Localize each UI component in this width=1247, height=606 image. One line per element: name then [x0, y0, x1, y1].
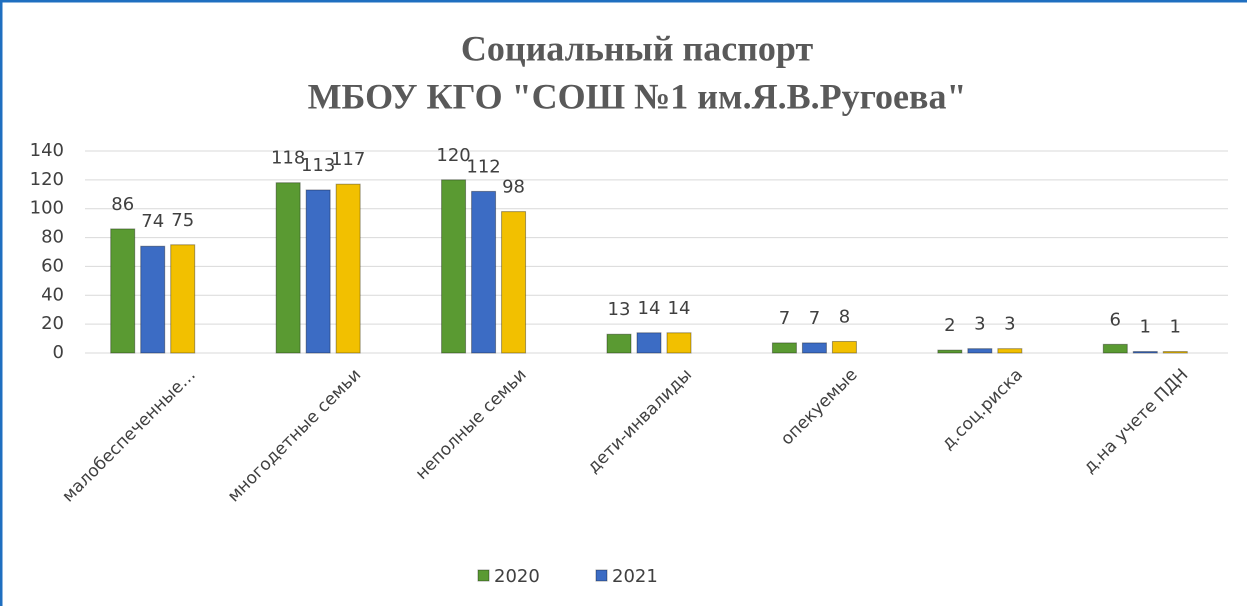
value-label: 113	[301, 155, 335, 176]
bar	[666, 332, 692, 354]
value-label: 3	[974, 314, 985, 335]
bar	[335, 183, 361, 354]
y-tick-label: 60	[41, 255, 64, 276]
bar	[606, 333, 632, 354]
value-label: 14	[638, 298, 661, 319]
bar	[1162, 351, 1188, 354]
value-label: 13	[608, 299, 631, 320]
bar	[997, 348, 1023, 354]
bar	[471, 190, 497, 354]
bar	[801, 342, 827, 354]
y-tick-label: 20	[41, 313, 64, 334]
value-label: 7	[779, 308, 790, 329]
value-label: 7	[809, 308, 820, 329]
bar	[771, 342, 797, 354]
bar	[501, 211, 527, 354]
chart-title: МБОУ КГО "СОШ №1 им.Я.В.Ругоева"	[308, 76, 967, 116]
y-tick-label: 40	[41, 284, 64, 305]
value-label: 3	[1004, 314, 1015, 335]
bar	[305, 189, 331, 354]
value-label: 1	[1140, 317, 1151, 338]
y-tick-label: 0	[53, 342, 64, 363]
y-tick-label: 80	[41, 227, 64, 248]
bar	[937, 349, 963, 354]
value-label: 117	[331, 149, 365, 170]
bar	[1132, 351, 1158, 354]
value-label: 6	[1110, 309, 1121, 330]
value-label: 86	[111, 194, 134, 215]
legend-swatch	[595, 569, 608, 582]
bar	[170, 244, 196, 354]
bar	[441, 179, 467, 354]
bar	[110, 228, 136, 354]
value-label: 120	[436, 145, 470, 166]
y-tick-label: 100	[30, 198, 64, 219]
value-label: 98	[502, 177, 525, 198]
value-label: 1	[1170, 317, 1181, 338]
y-tick-label: 140	[30, 140, 64, 161]
value-label: 8	[839, 306, 850, 327]
chart-title: Социальный паспорт	[461, 28, 814, 68]
value-label: 118	[271, 148, 305, 169]
bar	[140, 245, 166, 354]
value-label: 75	[171, 210, 194, 231]
bar	[831, 340, 857, 354]
value-label: 14	[668, 298, 691, 319]
value-label: 74	[141, 211, 164, 232]
bar	[967, 348, 993, 354]
y-tick-label: 120	[30, 169, 64, 190]
legend-swatch	[477, 569, 490, 582]
bar	[275, 182, 301, 354]
legend-label: 2021	[612, 566, 658, 587]
value-label: 2	[944, 315, 955, 336]
bar	[1102, 343, 1128, 354]
value-label: 112	[466, 156, 500, 177]
bar	[636, 332, 662, 354]
legend-label: 2020	[494, 566, 540, 587]
